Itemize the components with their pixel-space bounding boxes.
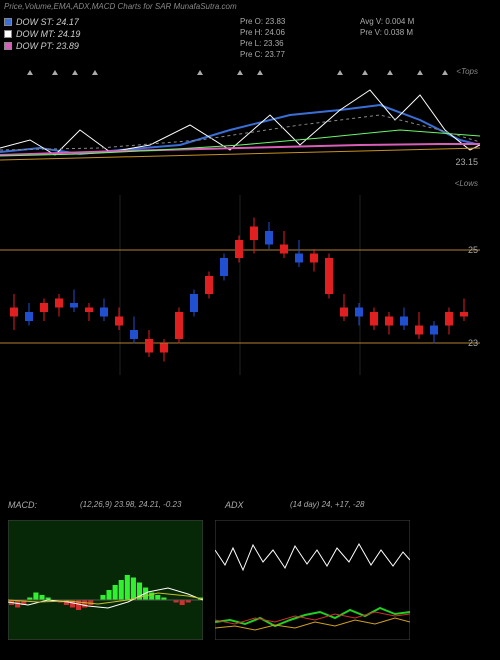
legend-item: DOW PT: 23.89 — [4, 40, 80, 52]
volume-stats: Avg V: 0.004 MPre V: 0.038 M — [360, 16, 414, 38]
adx-label: ADX — [225, 500, 244, 510]
svg-text:25: 25 — [468, 245, 478, 255]
legend-label: DOW PT: 23.89 — [16, 40, 79, 52]
adx-chart — [215, 520, 410, 640]
svg-text:23: 23 — [468, 338, 478, 348]
candlestick-chart: 25 23 — [0, 195, 480, 375]
macd-chart — [8, 520, 203, 640]
svg-text:23.15: 23.15 — [455, 157, 478, 167]
chart-title: Price,Volume,EMA,ADX,MACD Charts for SAR… — [4, 2, 237, 11]
legend: DOW ST: 24.17DOW MT: 24.19DOW PT: 23.89 — [4, 16, 80, 52]
legend-swatch — [4, 18, 12, 26]
macd-values: (12,26,9) 23.98, 24.21, -0.23 — [80, 500, 181, 509]
legend-item: DOW MT: 24.19 — [4, 28, 80, 40]
macd-label: MACD: — [8, 500, 37, 510]
svg-text:<Tops: <Tops — [456, 67, 478, 76]
legend-label: DOW MT: 24.19 — [16, 28, 80, 40]
adx-values: (14 day) 24, +17, -28 — [290, 500, 365, 509]
legend-item: DOW ST: 24.17 — [4, 16, 80, 28]
legend-swatch — [4, 30, 12, 38]
legend-label: DOW ST: 24.17 — [16, 16, 79, 28]
ohlc-stats: Pre O: 23.83Pre H: 24.06Pre L: 23.36Pre … — [240, 16, 285, 60]
ema-overlay-chart: <Tops <Lows 23.15 — [0, 60, 480, 190]
svg-text:<Lows: <Lows — [455, 179, 478, 188]
legend-swatch — [4, 42, 12, 50]
